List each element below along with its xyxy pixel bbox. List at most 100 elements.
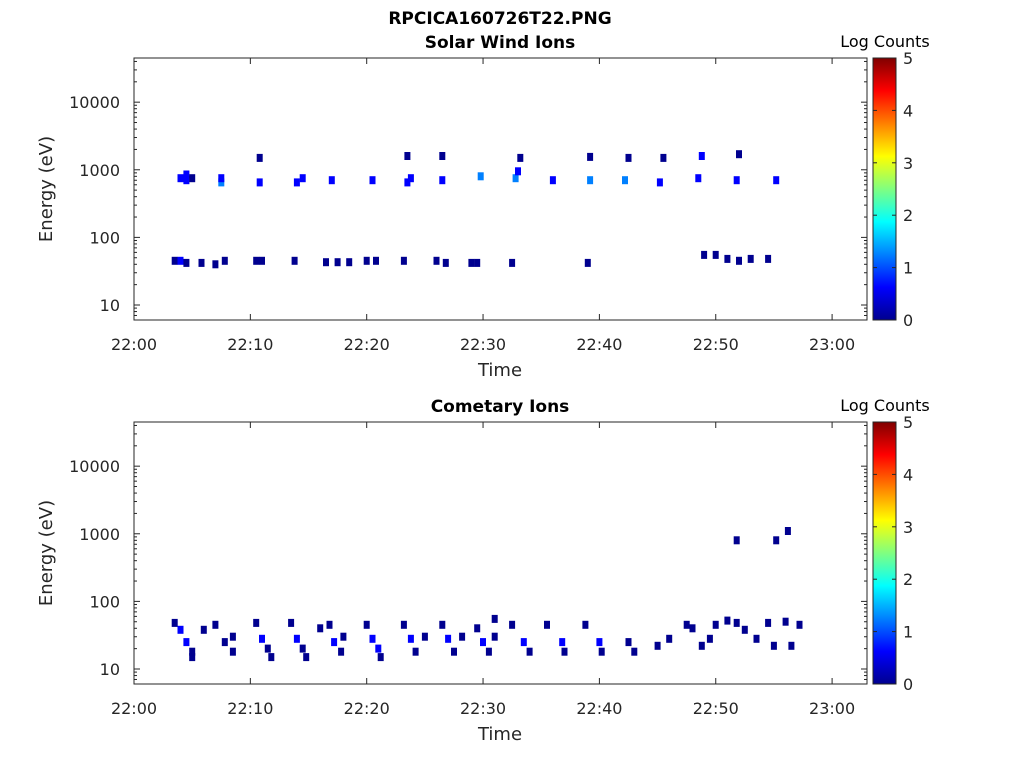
heatmap-cell <box>221 256 228 265</box>
heatmap-cell <box>782 617 789 626</box>
colorbar-title: Log Counts <box>840 396 930 415</box>
heatmap-cell <box>491 614 498 623</box>
heatmap-cell <box>666 634 673 643</box>
x-axis: 22:00 22:10 22:20 22:30 22:40 22:50 23:00 <box>111 422 855 718</box>
heatmap-cell <box>433 256 440 265</box>
heatmap-cell <box>177 174 184 183</box>
heatmap-cell <box>326 620 333 629</box>
heatmap-cell <box>377 653 384 662</box>
heatmap-cell <box>631 647 638 656</box>
x-tick-label: 22:30 <box>460 699 506 718</box>
colorbar-tick-label: 1 <box>903 259 913 278</box>
heatmap-cell <box>512 174 519 183</box>
heatmap-cell <box>770 641 777 650</box>
heatmap-cell <box>340 632 347 641</box>
heatmap-cell <box>331 638 338 647</box>
colorbar-tick-label: 3 <box>903 154 913 173</box>
x-tick-label: 22:50 <box>693 335 739 354</box>
heatmap-cell <box>698 152 705 160</box>
heatmap-cell <box>373 256 379 265</box>
y-tick-label: 10 <box>100 296 120 315</box>
heatmap-cell <box>264 644 271 653</box>
heatmap-cell <box>706 634 713 643</box>
heatmap-cell <box>253 256 260 265</box>
heatmap-cell <box>183 176 190 185</box>
heatmap-cell <box>765 618 772 627</box>
colorbar <box>872 421 897 685</box>
heatmap-cell <box>253 618 260 627</box>
heatmap-cell <box>625 638 632 647</box>
heatmap-cell <box>468 258 475 267</box>
heatmap-cell <box>218 174 225 183</box>
heatmap-cell <box>439 620 446 629</box>
panel-title: Solar Wind Ions <box>425 33 576 53</box>
heatmap-cell <box>189 647 196 656</box>
heatmap-cell <box>701 250 708 259</box>
heatmap-cell <box>303 653 310 662</box>
heatmap-cell <box>796 620 803 629</box>
heatmap-cell <box>291 256 298 265</box>
x-axis-label: Time <box>477 724 522 745</box>
heatmap-cell <box>256 178 263 187</box>
heatmap-cell <box>587 152 594 161</box>
heatmap-cell <box>474 258 481 267</box>
heatmap-cell <box>559 638 566 647</box>
heatmap-cell <box>656 178 663 187</box>
colorbar-ticks: 0 1 2 3 4 5 <box>873 413 913 694</box>
heatmap-cell <box>229 647 236 656</box>
heatmap-cell <box>412 647 419 656</box>
heatmap-cell <box>765 254 772 263</box>
y-axis: 10 100 1000 10000 <box>69 424 867 685</box>
heatmap-cell <box>526 647 533 656</box>
heatmap-cell <box>654 641 661 650</box>
x-axis-label: Time <box>477 360 522 381</box>
heatmap-cell <box>317 624 324 633</box>
heatmap-cell <box>229 632 236 641</box>
y-tick-label: 10000 <box>69 457 120 476</box>
heatmap-cell <box>293 178 300 187</box>
heatmap-cell <box>171 618 178 627</box>
heatmap-cell <box>695 174 702 183</box>
heatmap-cell <box>200 625 207 634</box>
heatmap-cell <box>598 647 605 656</box>
heatmap-cell <box>177 256 184 265</box>
heatmap-cell <box>404 152 411 160</box>
y-tick-label: 10000 <box>69 93 120 112</box>
heatmap-cell <box>773 176 780 185</box>
heatmap-cell <box>477 172 484 181</box>
heatmap-cell <box>212 620 219 629</box>
heatmap-cell <box>400 256 407 265</box>
heatmap-cell <box>288 618 295 627</box>
panel-title: Cometary Ions <box>431 397 570 417</box>
plot-frame <box>133 421 868 685</box>
x-tick-label: 22:20 <box>344 335 390 354</box>
x-tick-label: 22:00 <box>111 335 157 354</box>
x-tick-label: 22:30 <box>460 335 506 354</box>
y-tick-label: 1000 <box>79 525 120 544</box>
x-tick-label: 22:40 <box>576 699 622 718</box>
heatmap-cell <box>369 176 376 185</box>
panel-cometary-ions: Cometary Ions 22:00 22:10 22:20 22:30 22:40 2… <box>36 396 930 745</box>
heatmap-cell <box>407 634 414 643</box>
colorbar-title: Log Counts <box>840 32 930 51</box>
heatmap-cell <box>293 634 300 643</box>
heatmap-cell <box>259 256 265 265</box>
x-tick-label: 22:50 <box>693 699 739 718</box>
heatmap-cell <box>198 258 205 267</box>
y-tick-label: 1000 <box>79 161 120 180</box>
heatmap-cell <box>189 653 196 662</box>
heatmap-cell <box>407 174 414 183</box>
heatmap-cell <box>561 647 568 656</box>
heatmap-cell <box>596 638 603 647</box>
heatmap-cell <box>451 647 457 656</box>
colorbar-tick-label: 0 <box>903 675 913 694</box>
heatmap-cell <box>788 641 795 650</box>
colorbar-tick-label: 2 <box>903 570 913 589</box>
heatmap-cell <box>334 258 341 267</box>
heatmap-cell <box>584 258 591 267</box>
y-axis-label: Energy (eV) <box>36 136 57 242</box>
heatmap-cell <box>689 624 696 633</box>
heatmap-cell <box>442 258 449 267</box>
heatmap-cell <box>183 258 190 267</box>
heatmap-cell <box>439 176 446 185</box>
